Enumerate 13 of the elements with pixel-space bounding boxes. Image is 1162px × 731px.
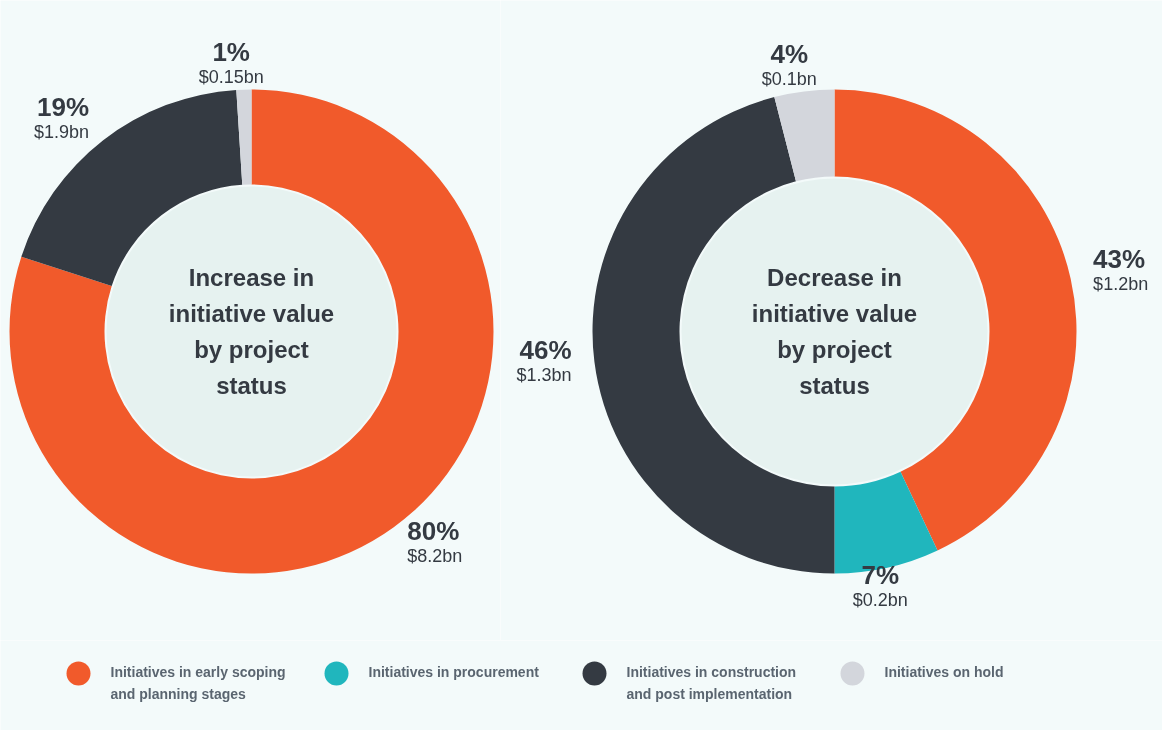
legend-label: Initiatives in construction and post implementation (626, 663, 797, 702)
data-label: 7% $0.2bn (852, 560, 908, 611)
legend-label: Initiatives in procurement (368, 663, 540, 680)
data-label: 80% $8.2bn (407, 515, 463, 566)
data-label: 4% $0.1bn (761, 38, 817, 89)
text: Decrease in initiative value by project status (751, 264, 918, 399)
data-label: 46% $1.3bn (516, 334, 572, 385)
legend-label: Initiatives in early scoping and planning stages (110, 663, 286, 702)
text: Increase in initiative value by project status (168, 264, 335, 399)
legend-label: Initiatives on hold (884, 663, 1004, 680)
data-label: 19% $1.9bn (34, 92, 90, 143)
data-label: 1% $0.15bn (198, 36, 264, 87)
data-label: 43% $1.2bn (1093, 243, 1149, 294)
